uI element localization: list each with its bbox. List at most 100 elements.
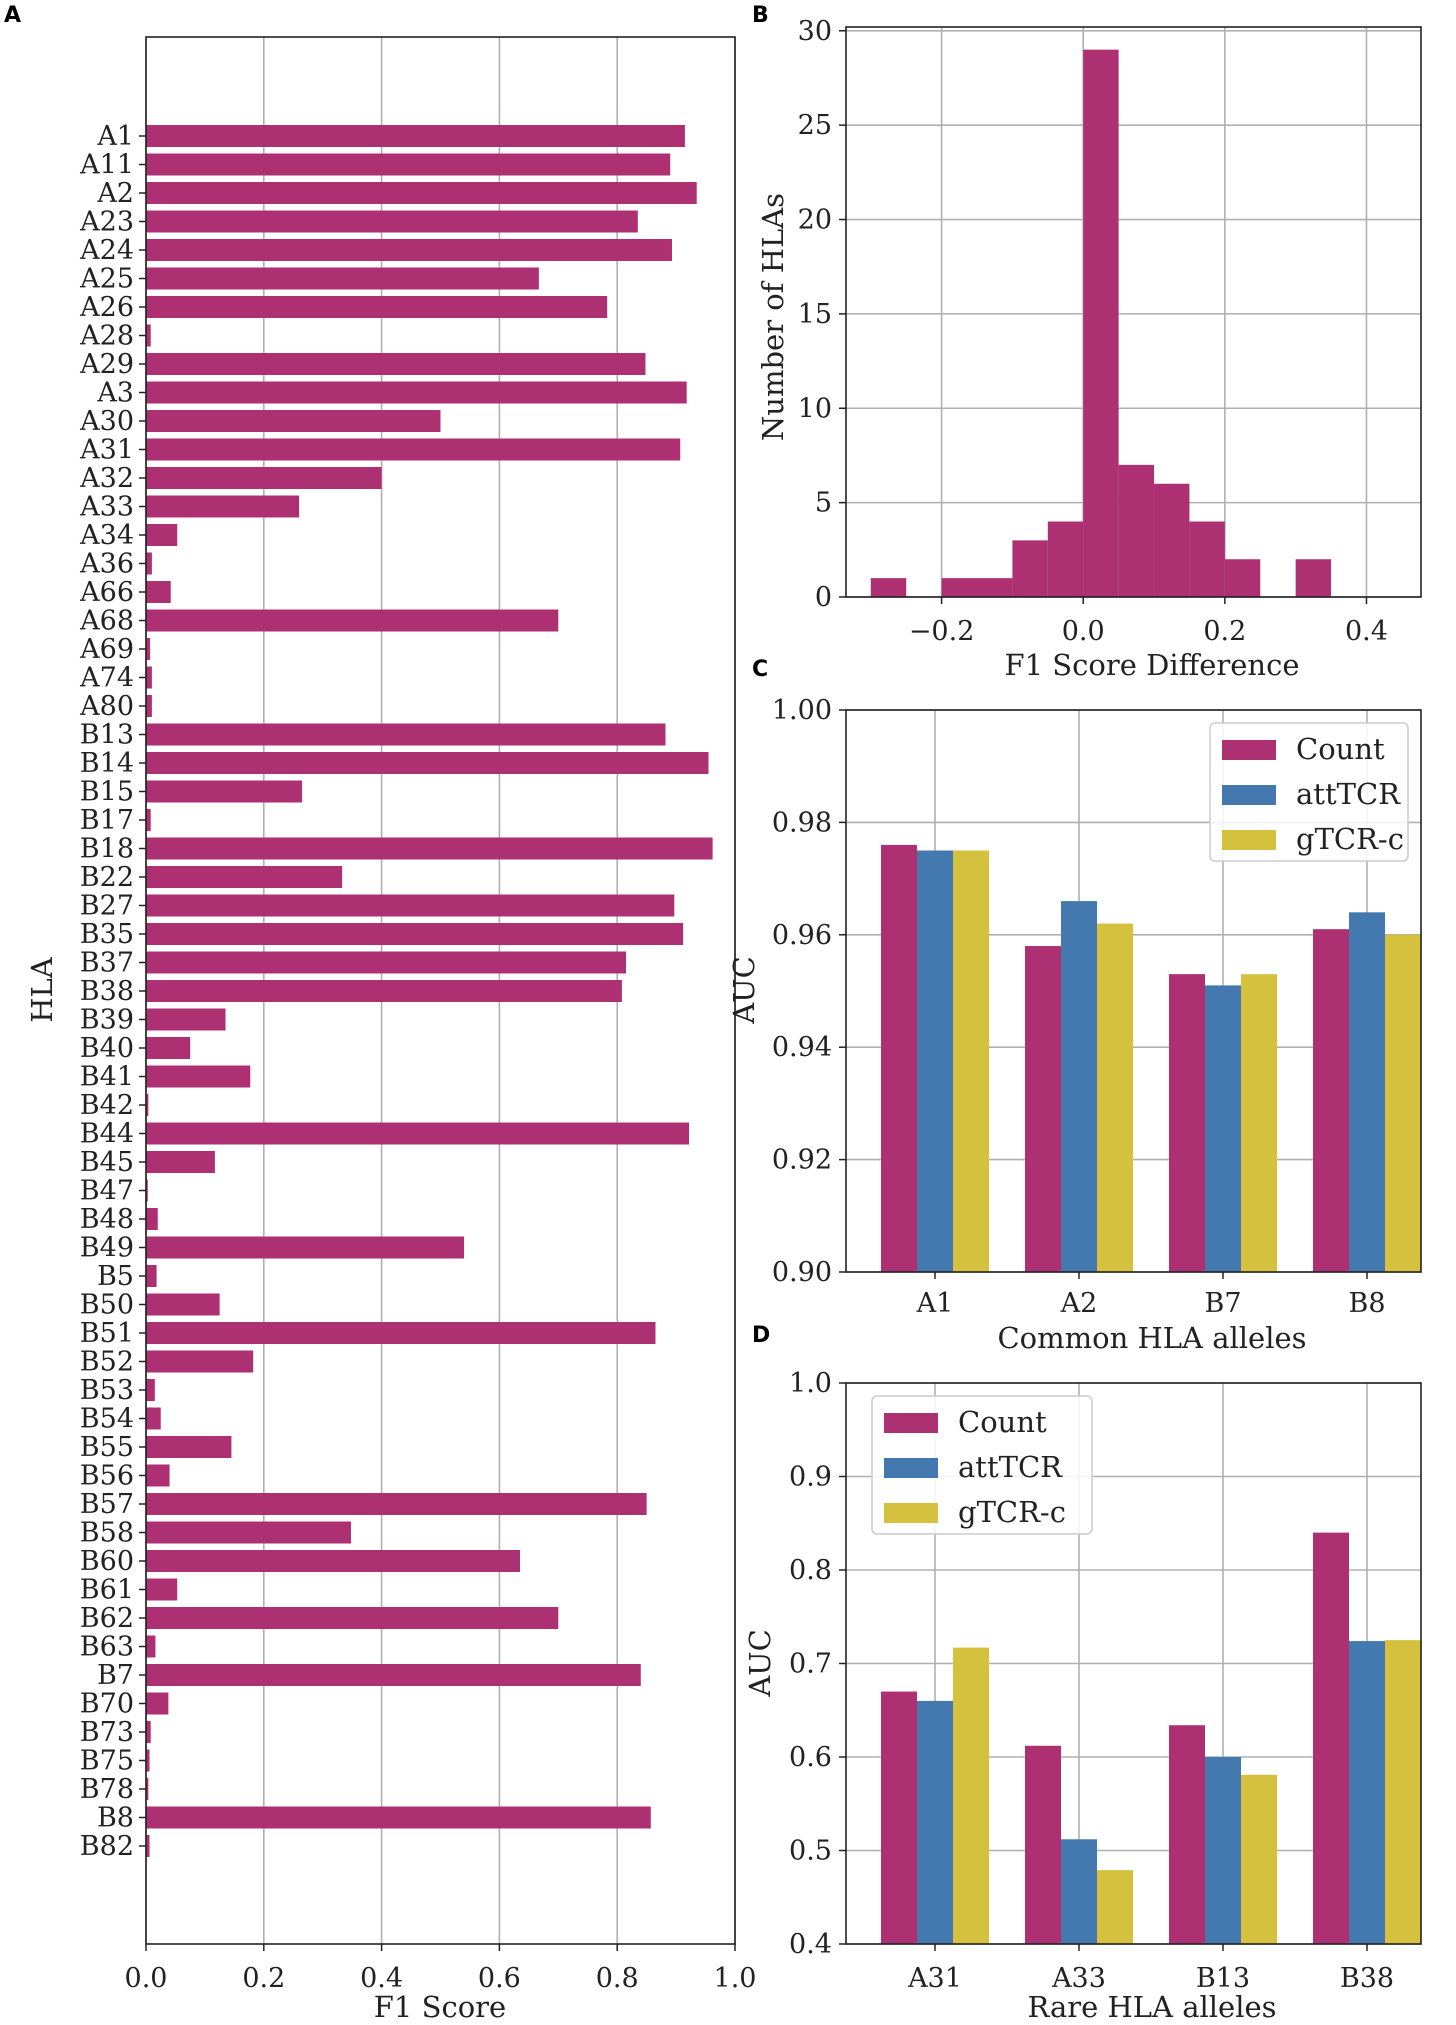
panel-a-bar-b61	[146, 1578, 178, 1601]
panel-a-bar-b48	[146, 1208, 158, 1230]
panel-a-y-tick-b5: B5	[97, 1261, 134, 1292]
panel-a-y-tick-b17: B17	[80, 805, 134, 836]
panel-a-bar-b53	[146, 1379, 155, 1401]
panel-b-bin-0	[870, 578, 907, 597]
panel-a-y-tick-b78: B78	[80, 1774, 134, 1805]
panel-d-bar-a33-count	[1025, 1745, 1061, 1944]
panel-d-y-tick-0-9: 0.9	[789, 1462, 832, 1493]
panel-a-y-tick-b50: B50	[80, 1290, 134, 1321]
panel-d-legend-label-count: Count	[958, 1405, 1047, 1439]
panel-a-y-tick-a25: A25	[79, 264, 134, 295]
panel-d-bar-a31-atttcr	[917, 1700, 953, 1944]
panel-a-y-tick-a30: A30	[79, 406, 134, 437]
panel-b-bin-3	[1012, 540, 1048, 597]
panel-a-bar-b8	[146, 1806, 651, 1829]
panel-d-x-tick-b38: B38	[1340, 1963, 1394, 1994]
panel-d-y-tick-labels: 0.4 0.5 0.6 0.7 0.8 0.9 1.0	[789, 1368, 846, 1960]
panel-a-y-tick-b14: B14	[80, 748, 134, 779]
panel-a-y-tick-a24: A24	[79, 235, 134, 266]
panel-d-legend-swatch-count	[884, 1413, 938, 1433]
panel-b-ylabel: Number of HLAs	[756, 193, 790, 441]
panel-b-x-tick-0: −0.2	[909, 616, 975, 647]
panel-d-rare-alleles: 0.4 0.5 0.6 0.7 0.8 0.9 1.0 A31 A33 B13 B38 Count…	[743, 1368, 1422, 2024]
panel-a-y-tick-b61: B61	[80, 1575, 134, 1606]
panel-b-histogram: 0 5 10 15 20 25 30 −0.2 0.0 0.2 0.4 F1 Score Diff…	[756, 16, 1422, 682]
panel-a-bar-b49	[146, 1236, 465, 1259]
panel-c-bar-a2-count	[1025, 946, 1061, 1272]
panel-a-y-tick-b44: B44	[80, 1119, 134, 1150]
panel-b-bin-5	[1083, 49, 1119, 598]
panel-a-y-tick-b56: B56	[80, 1461, 134, 1492]
panel-a-y-tick-a66: A66	[79, 577, 134, 608]
panel-c-y-tick-0-94: 0.94	[772, 1032, 832, 1063]
panel-c-y-tick-1-00: 1.00	[772, 695, 832, 726]
panel-a-y-tick-b8: B8	[97, 1803, 134, 1834]
panel-b-y-tick-10: 10	[798, 393, 832, 424]
panel-a-bar-a23	[146, 210, 638, 233]
panel-a-y-tick-b38: B38	[80, 976, 134, 1007]
panel-a-y-tick-b54: B54	[80, 1404, 134, 1435]
panel-b-x-tick-3: 0.4	[1345, 616, 1388, 647]
panel-a-bar-b7	[146, 1664, 641, 1686]
panel-a-bar-a30	[146, 410, 441, 432]
panel-a-bar-b15	[146, 780, 303, 803]
panel-a-x-tick-1-0: 1.0	[714, 1963, 757, 1994]
panel-c-legend-swatch-count	[1222, 740, 1276, 760]
panel-a-y-tick-labels: A1A11A2A23A24A25A26A28A29A3A30A31A32A33A…	[79, 121, 146, 1862]
panel-a-y-tick-b39: B39	[80, 1005, 134, 1036]
panel-a-bar-b13	[146, 723, 666, 746]
panel-c-legend-label-count: Count	[1296, 732, 1385, 766]
panel-a-y-tick-b52: B52	[80, 1347, 134, 1378]
panel-a-bar-b38	[146, 980, 622, 1002]
panel-c-bar-b7-atttcr	[1205, 985, 1241, 1272]
panel-b-y-tick-labels: 0 5 10 15 20 25 30	[798, 16, 846, 613]
panel-c-legend-label-gtcr-c: gTCR-c	[1296, 822, 1404, 856]
panel-a-bar-a25	[146, 267, 539, 290]
panel-d-bar-b13-count	[1169, 1725, 1205, 1944]
panel-a-y-tick-a68: A68	[79, 606, 134, 637]
panel-a-y-tick-a26: A26	[79, 292, 134, 323]
panel-b-y-tick-30: 30	[798, 16, 832, 47]
panel-a-y-tick-b49: B49	[80, 1233, 134, 1264]
panel-a-y-tick-b82: B82	[80, 1831, 134, 1862]
panel-d-bar-b13-gtcr-c	[1241, 1774, 1277, 1944]
panel-a-bar-a68	[146, 609, 559, 632]
panel-a-y-tick-a3: A3	[96, 378, 134, 409]
panel-a-y-tick-b53: B53	[80, 1375, 134, 1406]
panel-b-bin-9	[1224, 559, 1261, 597]
panel-b-y-tick-20: 20	[798, 205, 832, 236]
panel-c-x-tick-b7: B7	[1204, 1288, 1241, 1319]
panel-c-legend: Count attTCR gTCR-c	[1209, 722, 1409, 862]
panel-c-bar-b7-gtcr-c	[1241, 974, 1277, 1272]
panel-d-legend-label-gtcr-c: gTCR-c	[958, 1495, 1066, 1529]
panel-c-xlabel: Common HLA alleles	[997, 1321, 1306, 1355]
panel-b-y-tick-5: 5	[815, 488, 832, 519]
panel-a-y-tick-a74: A74	[79, 663, 134, 694]
panel-a-bar-b54	[146, 1407, 161, 1430]
panel-d-legend-swatch-atttcr	[884, 1458, 938, 1478]
panel-a-bar-b56	[146, 1464, 170, 1487]
panel-c-common-alleles: 0.90 0.92 0.94 0.96 0.98 1.00 A1 A2 B7 B8 Count a…	[727, 695, 1422, 1355]
panel-b-bin-8	[1189, 521, 1225, 597]
panel-a-y-tick-a29: A29	[79, 349, 134, 380]
panel-a-x-tick-labels: 0.0 0.2 0.4 0.6 0.8 1.0	[125, 1944, 757, 1994]
panel-a-frame	[145, 36, 736, 1945]
panel-a-y-tick-a36: A36	[79, 549, 134, 580]
panel-c-ylabel: AUC	[727, 956, 761, 1025]
panel-c-x-tick-a1: A1	[916, 1288, 954, 1319]
panel-a-y-tick-b18: B18	[80, 834, 134, 865]
panel-a-bar-a26	[146, 296, 608, 318]
panel-a-y-tick-b13: B13	[80, 720, 134, 751]
panel-a-bar-b18	[146, 837, 713, 860]
panel-b-y-tick-15: 15	[798, 299, 832, 330]
panel-c-bar-b7-count	[1169, 974, 1205, 1272]
panel-c-legend-label-atttcr: attTCR	[1296, 777, 1401, 811]
panel-a-y-tick-a80: A80	[79, 691, 134, 722]
panel-c-y-tick-0-96: 0.96	[772, 920, 832, 951]
panel-a-bar-b5	[146, 1265, 157, 1287]
panel-a-x-tick-0-4: 0.4	[360, 1963, 403, 1994]
panel-d-xlabel: Rare HLA alleles	[1027, 1990, 1276, 2024]
panel-label-a: A	[4, 3, 21, 28]
panel-c-bar-a2-gtcr-c	[1097, 923, 1133, 1272]
panel-c-bar-a1-atttcr	[917, 850, 953, 1272]
